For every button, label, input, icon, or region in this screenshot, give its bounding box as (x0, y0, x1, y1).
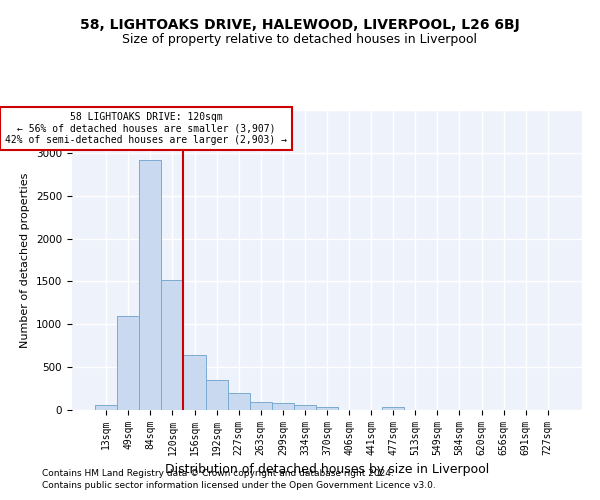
Bar (316, 407, 338, 410)
X-axis label: Distribution of detached houses by size in Liverpool: Distribution of detached houses by size … (165, 464, 489, 476)
Text: Contains HM Land Registry data © Crown copyright and database right 2024.: Contains HM Land Registry data © Crown c… (42, 468, 394, 477)
Bar (139, 160, 161, 410)
Bar (250, 402, 272, 410)
Text: 58, LIGHTOAKS DRIVE, HALEWOOD, LIVERPOOL, L26 6BJ: 58, LIGHTOAKS DRIVE, HALEWOOD, LIVERPOOL… (80, 18, 520, 32)
Bar (227, 394, 250, 410)
Text: Size of property relative to detached houses in Liverpool: Size of property relative to detached ho… (122, 32, 478, 46)
Bar (294, 405, 316, 410)
Y-axis label: Number of detached properties: Number of detached properties (20, 172, 31, 348)
Bar (161, 280, 184, 410)
Bar (382, 408, 404, 410)
Text: Contains public sector information licensed under the Open Government Licence v3: Contains public sector information licen… (42, 481, 436, 490)
Bar (117, 316, 139, 410)
Text: 58 LIGHTOAKS DRIVE: 120sqm
← 56% of detached houses are smaller (3,907)
42% of s: 58 LIGHTOAKS DRIVE: 120sqm ← 56% of deta… (5, 112, 287, 146)
Bar (272, 403, 294, 410)
Bar (206, 380, 227, 410)
Bar (184, 354, 206, 410)
Bar (95, 406, 117, 410)
